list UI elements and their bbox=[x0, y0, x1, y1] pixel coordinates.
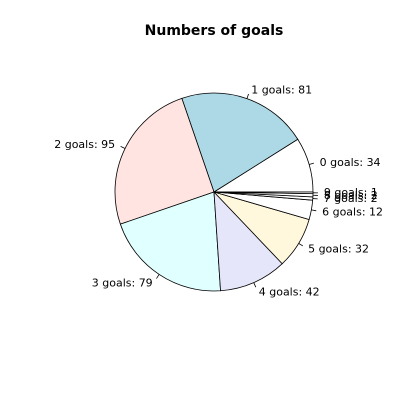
pie-label-tick-5 bbox=[298, 243, 304, 247]
pie-label-3: 3 goals: 79 bbox=[92, 277, 153, 290]
chart-title: Numbers of goals bbox=[145, 23, 284, 39]
pie-label-4: 4 goals: 42 bbox=[259, 286, 320, 299]
pie-label-1: 1 goals: 81 bbox=[251, 83, 312, 96]
pie-slice-9 bbox=[213, 191, 314, 195]
pie-label-tick-1 bbox=[246, 93, 249, 99]
pie-label-9: 9 goals: 1 bbox=[324, 186, 378, 199]
pie-label-tick-6 bbox=[311, 209, 317, 212]
pie-label-6: 6 goals: 12 bbox=[322, 206, 383, 219]
pie-label-tick-3 bbox=[156, 274, 160, 279]
pie-label-0: 0 goals: 34 bbox=[320, 156, 381, 169]
pie-slice-2 bbox=[114, 97, 215, 225]
pie-slice-1 bbox=[181, 92, 299, 193]
pie-label-tick-0 bbox=[308, 162, 314, 165]
pie-label-tick-2 bbox=[120, 145, 126, 149]
pie-label-2: 2 goals: 95 bbox=[54, 138, 115, 151]
pie-label-8: 8 goals: 2 bbox=[324, 189, 378, 202]
pie-label-5: 5 goals: 32 bbox=[308, 243, 369, 256]
pie-slice-4 bbox=[213, 190, 283, 292]
pie-label-tick-4 bbox=[253, 282, 257, 288]
pie-slices bbox=[114, 92, 314, 292]
pie-label-7: 7 goals: 2 bbox=[324, 192, 378, 205]
pie-labels: 0 goals: 34 1 goals: 81 2 goals: 95 3 goals… bbox=[54, 83, 383, 298]
